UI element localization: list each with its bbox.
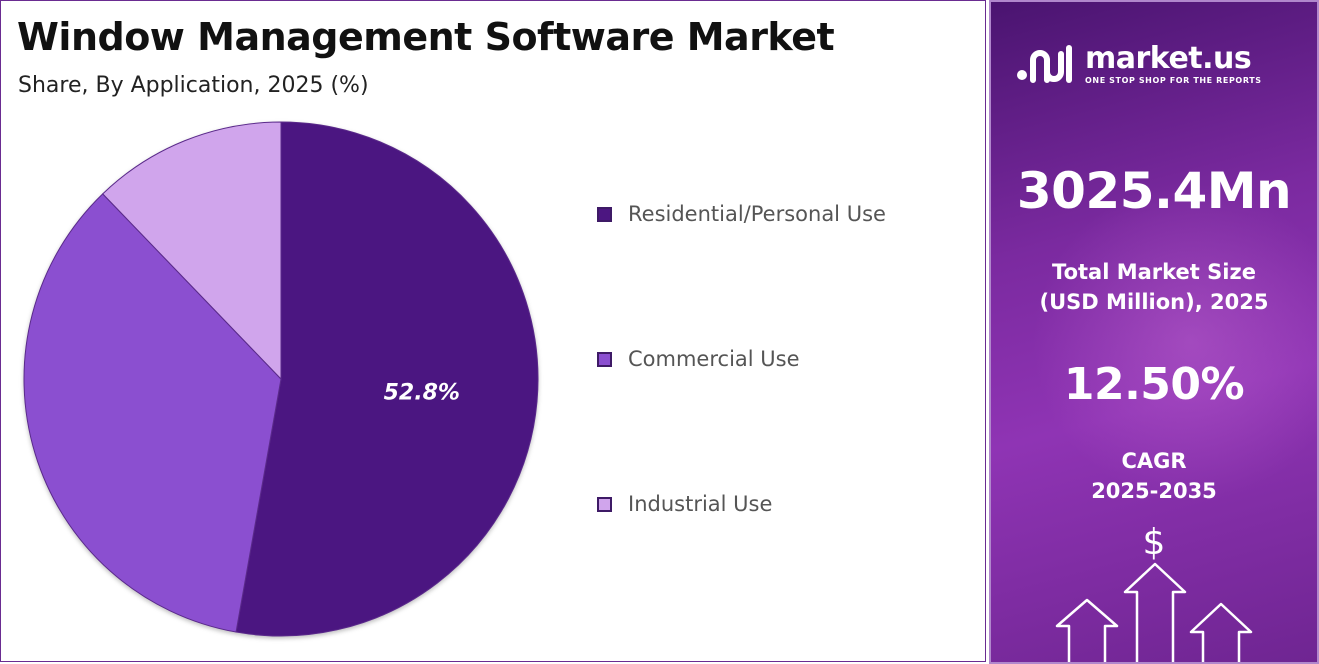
pie-data-label: 52.8% (384, 380, 460, 405)
market-size-label-line1: Total Market Size (1052, 260, 1256, 284)
legend-swatch-industrial (597, 496, 612, 512)
legend-item-residential: Residential/Personal Use (597, 202, 886, 226)
cagr-label: CAGR (1121, 449, 1187, 473)
brand-logo[interactable]: market.us ONE STOP SHOP FOR THE REPORTS (1013, 42, 1262, 86)
market-summary-panel: market.us ONE STOP SHOP FOR THE REPORTS … (989, 0, 1319, 664)
cagr-value: 12.50% (1063, 359, 1245, 410)
chart-subtitle: Share, By Application, 2025 (%) (18, 73, 369, 98)
legend-item-commercial: Commercial Use (597, 347, 800, 371)
legend-swatch-commercial (597, 351, 612, 367)
decorative-glow (1031, 182, 1317, 502)
legend-swatch-residential (597, 206, 612, 222)
cagr-period: 2025-2035 (1091, 479, 1217, 503)
dollar-icon: $ (1142, 522, 1166, 563)
market-size-value: 3025.4Mn (1016, 162, 1292, 220)
market-us-logo-icon (1017, 45, 1072, 83)
pie-chart: 52.8% (23, 121, 539, 637)
legend-label-industrial: Industrial Use (628, 492, 773, 516)
legend-label-commercial: Commercial Use (628, 347, 800, 371)
brand-name: market.us (1085, 40, 1252, 76)
growth-arrows-icon (1055, 562, 1253, 662)
pie-slice-commercial (23, 193, 282, 633)
chart-title: Window Management Software Market (17, 15, 835, 59)
brand-tagline: ONE STOP SHOP FOR THE REPORTS (1085, 75, 1262, 85)
legend-label-residential: Residential/Personal Use (628, 202, 886, 226)
pie-slice-industrial (102, 121, 282, 381)
legend-item-industrial: Industrial Use (597, 492, 772, 516)
pie-slice-residential (235, 121, 539, 637)
market-size-label-line2: (USD Million), 2025 (1039, 290, 1269, 314)
chart-panel: Window Management Software Market Share,… (0, 0, 986, 662)
